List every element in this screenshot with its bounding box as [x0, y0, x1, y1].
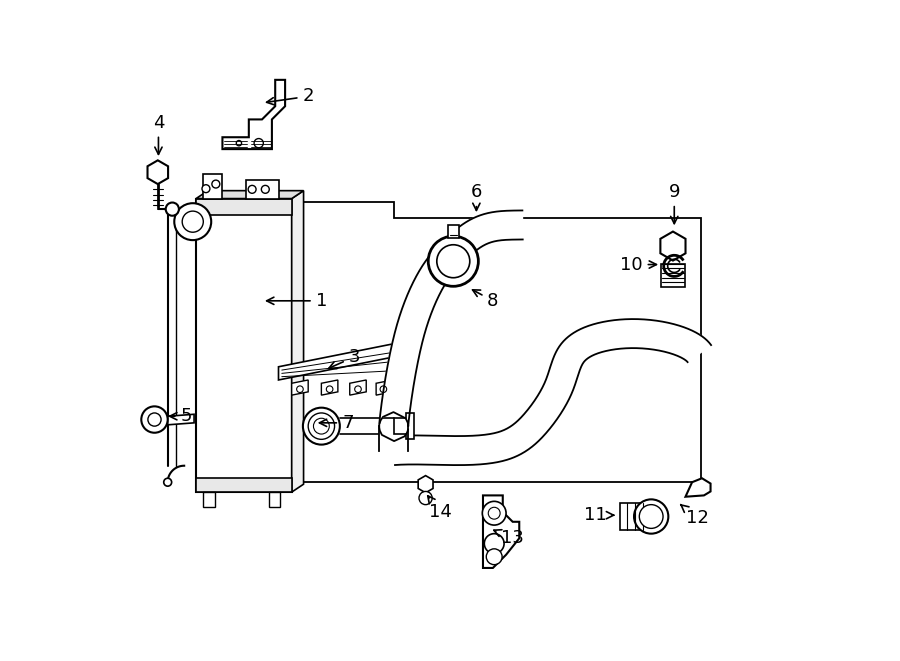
Circle shape — [237, 141, 241, 146]
Circle shape — [419, 491, 432, 504]
Circle shape — [634, 499, 669, 533]
Polygon shape — [686, 479, 710, 496]
Circle shape — [380, 386, 387, 393]
Text: 12: 12 — [680, 504, 709, 527]
Circle shape — [261, 185, 269, 193]
Circle shape — [182, 211, 203, 232]
Text: 4: 4 — [153, 114, 164, 155]
Circle shape — [482, 501, 506, 525]
Circle shape — [308, 413, 335, 440]
Circle shape — [486, 549, 502, 564]
Polygon shape — [278, 344, 394, 380]
Bar — [662, 264, 685, 287]
Polygon shape — [661, 231, 686, 260]
Polygon shape — [350, 380, 366, 395]
Circle shape — [428, 236, 479, 286]
Polygon shape — [246, 180, 278, 198]
Bar — [448, 225, 459, 238]
Polygon shape — [292, 190, 303, 492]
Circle shape — [327, 386, 333, 393]
Polygon shape — [394, 413, 414, 440]
Bar — [202, 492, 214, 506]
Bar — [268, 492, 281, 506]
Text: 6: 6 — [471, 183, 482, 210]
Polygon shape — [380, 426, 409, 451]
Circle shape — [254, 139, 264, 148]
Polygon shape — [376, 380, 391, 395]
Text: 9: 9 — [669, 183, 680, 223]
Circle shape — [148, 413, 161, 426]
Polygon shape — [379, 210, 523, 441]
Text: 7: 7 — [320, 414, 354, 432]
Circle shape — [489, 507, 500, 519]
Text: 8: 8 — [472, 290, 499, 310]
Bar — [196, 198, 292, 492]
Circle shape — [164, 479, 172, 486]
Circle shape — [248, 185, 256, 193]
Polygon shape — [393, 319, 711, 465]
Circle shape — [639, 504, 663, 528]
Text: 10: 10 — [620, 256, 656, 274]
Polygon shape — [321, 380, 338, 395]
Circle shape — [141, 407, 167, 433]
Circle shape — [202, 184, 210, 192]
Circle shape — [484, 533, 504, 553]
Text: 11: 11 — [584, 506, 614, 524]
Circle shape — [166, 202, 179, 215]
Polygon shape — [196, 190, 303, 198]
Circle shape — [355, 386, 361, 393]
Polygon shape — [167, 414, 194, 425]
Polygon shape — [292, 380, 308, 395]
Circle shape — [313, 418, 329, 434]
Text: 13: 13 — [494, 529, 524, 547]
Polygon shape — [483, 495, 519, 568]
Bar — [619, 503, 652, 529]
Circle shape — [175, 203, 211, 240]
Circle shape — [436, 245, 470, 278]
Text: 3: 3 — [328, 348, 360, 369]
Polygon shape — [222, 80, 285, 149]
Polygon shape — [418, 476, 433, 492]
Circle shape — [303, 408, 340, 445]
Text: 1: 1 — [266, 292, 327, 310]
Polygon shape — [148, 161, 168, 184]
Text: 14: 14 — [428, 496, 452, 521]
Polygon shape — [202, 174, 222, 198]
Circle shape — [212, 180, 220, 188]
Circle shape — [297, 386, 303, 393]
Bar — [196, 478, 292, 492]
Bar — [196, 198, 292, 215]
Text: 5: 5 — [170, 407, 192, 425]
Text: 2: 2 — [266, 87, 314, 105]
